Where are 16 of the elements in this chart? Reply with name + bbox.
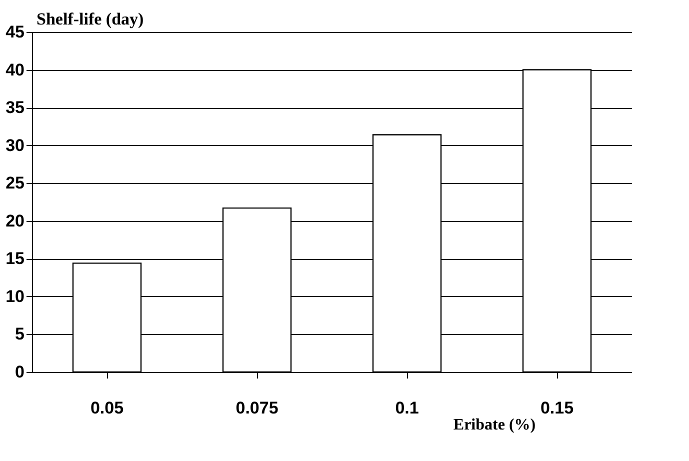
x-tick-label: 0.075 bbox=[236, 398, 278, 418]
y-tick-label: 10 bbox=[6, 286, 24, 306]
y-tick-label: 45 bbox=[6, 22, 24, 42]
y-tick-label: 35 bbox=[6, 98, 24, 118]
y-tick-label: 40 bbox=[6, 60, 24, 80]
y-tick-label: 30 bbox=[6, 136, 24, 155]
y-axis-title: Shelf-life (day) bbox=[36, 10, 144, 28]
y-tick-label: 5 bbox=[15, 324, 24, 344]
x-tick-label: 0.1 bbox=[395, 398, 419, 418]
y-tick-label: 20 bbox=[6, 211, 24, 230]
y-tick-label: 25 bbox=[6, 174, 24, 193]
y-tick-label: 0 bbox=[15, 362, 24, 382]
x-tick-label: 0.15 bbox=[540, 398, 574, 418]
x-axis-title: Eribate (%) bbox=[453, 416, 536, 434]
x-tick-label: 0.05 bbox=[90, 398, 124, 418]
y-tick-label: 15 bbox=[6, 249, 24, 268]
